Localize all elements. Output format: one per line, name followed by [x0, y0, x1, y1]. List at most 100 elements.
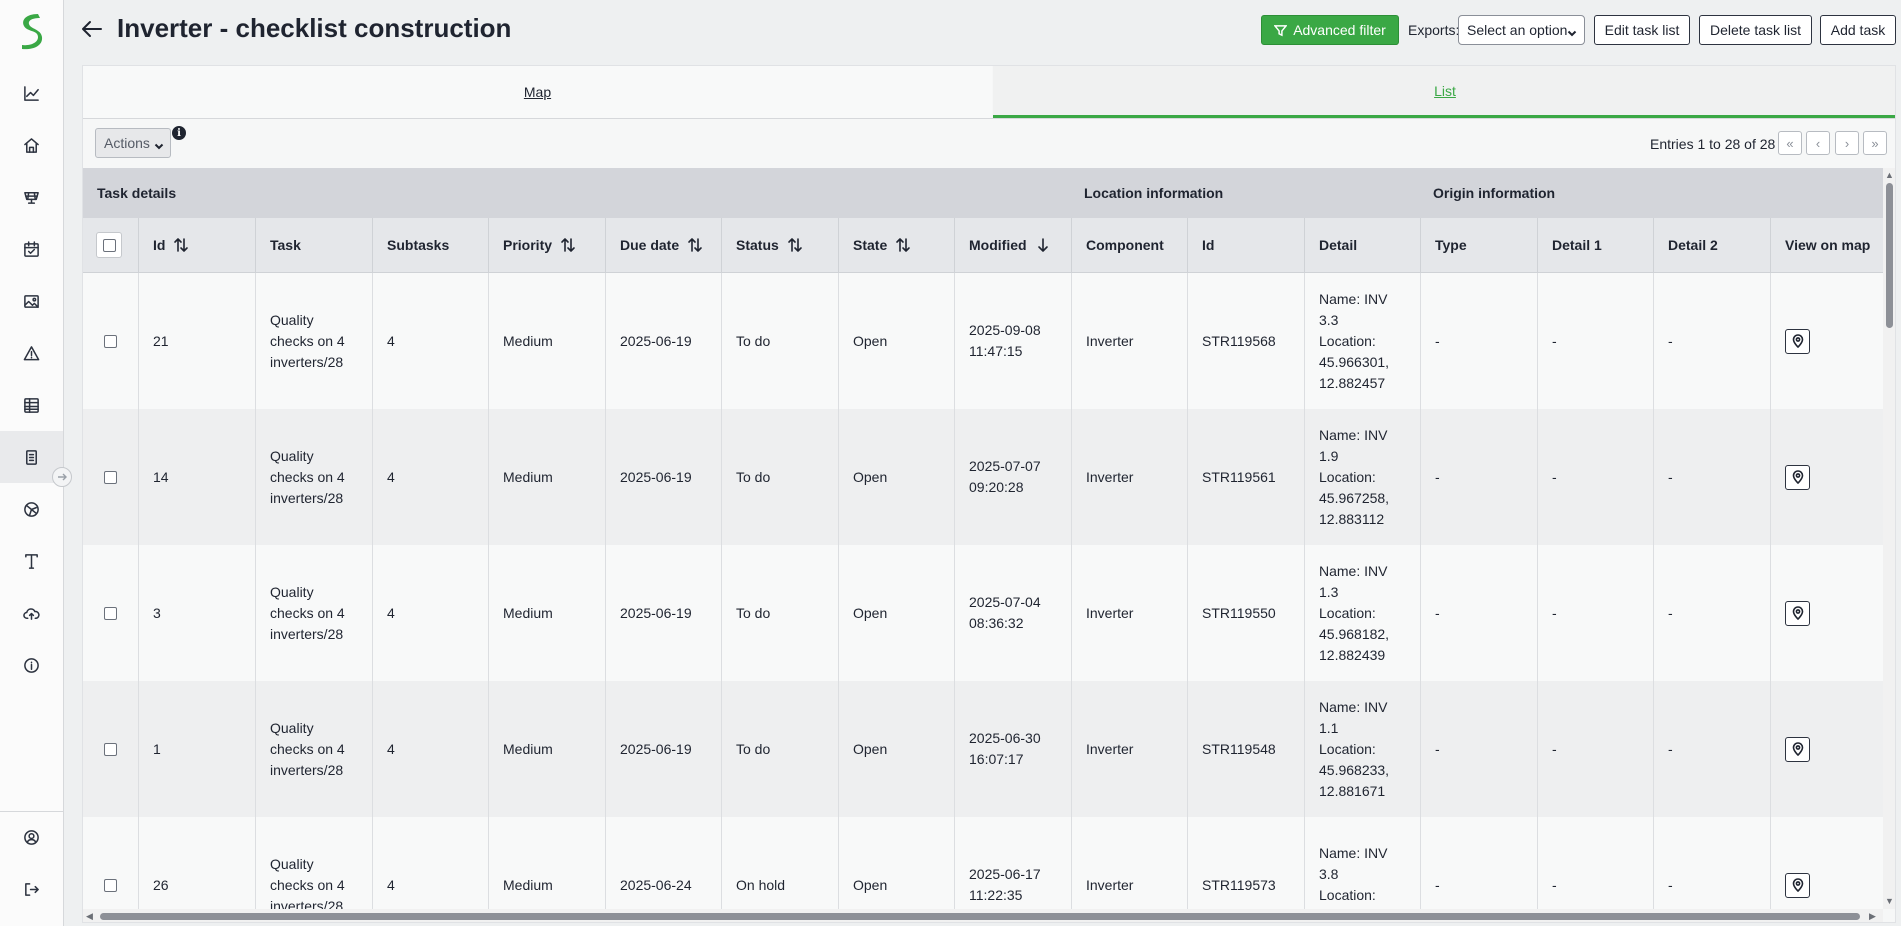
vertical-scroll-thumb[interactable] [1886, 183, 1893, 328]
cell-detail: Name: INV 1.1 Location: 45.968233, 12.88… [1304, 681, 1420, 817]
advanced-filter-button[interactable]: Advanced filter [1261, 15, 1399, 45]
row-checkbox[interactable] [104, 606, 117, 620]
cell-location-id: STR119573 [1187, 817, 1304, 909]
app-logo[interactable] [16, 12, 46, 50]
tab-list[interactable]: List [993, 66, 1895, 118]
actions-select[interactable]: Actions [95, 128, 171, 158]
info-icon [24, 657, 39, 673]
back-button[interactable] [79, 16, 105, 42]
col-detail-2-label: Detail 2 [1668, 237, 1718, 253]
col-due-date[interactable]: Due date [605, 218, 721, 272]
tab-map[interactable]: Map [83, 66, 992, 118]
select-all-checkbox[interactable] [102, 238, 116, 252]
row-select-cell [83, 273, 138, 409]
row-checkbox[interactable] [104, 742, 117, 756]
sort-icon[interactable] [687, 237, 703, 253]
cell-id: 14 [138, 409, 255, 545]
sort-icon[interactable] [787, 237, 803, 253]
row-select-cell [83, 681, 138, 817]
nav-tables[interactable] [0, 379, 63, 431]
pager-last-button[interactable]: » [1863, 131, 1887, 155]
view-on-map-button[interactable] [1785, 328, 1810, 354]
pager-prev-button[interactable]: ‹ [1806, 131, 1830, 155]
actions-info-icon[interactable]: i [172, 126, 186, 140]
cell-detail-1: - [1537, 681, 1653, 817]
scroll-down-arrow[interactable]: ▼ [1885, 896, 1894, 906]
cell-subtasks: 4 [372, 409, 488, 545]
row-checkbox[interactable] [104, 470, 117, 484]
sort-desc-icon[interactable] [1035, 237, 1051, 253]
view-on-map-button[interactable] [1785, 464, 1810, 490]
cell-detail-1: - [1537, 409, 1653, 545]
home-icon [24, 137, 39, 153]
row-checkbox[interactable] [104, 334, 117, 348]
col-status[interactable]: Status [721, 218, 838, 272]
vertical-scrollbar[interactable]: ▲ ▼ [1883, 168, 1895, 909]
nav-images[interactable] [0, 275, 63, 327]
col-location-id: Id [1187, 218, 1304, 272]
col-priority-label: Priority [503, 237, 553, 253]
table-row[interactable]: 26 Quality checks on 4 inverters/28 4 Me… [83, 817, 1883, 909]
table-row[interactable]: 21 Quality checks on 4 inverters/28 4 Me… [83, 273, 1883, 410]
col-due-date-label: Due date [620, 237, 680, 253]
cell-state: Open [838, 409, 954, 545]
col-id-label: Id [153, 237, 166, 253]
nav-analytics[interactable] [0, 67, 63, 119]
table-row[interactable]: 14 Quality checks on 4 inverters/28 4 Me… [83, 409, 1883, 546]
pager-next-button[interactable]: › [1835, 131, 1859, 155]
sort-icon[interactable] [560, 237, 576, 253]
sort-icon[interactable] [173, 237, 189, 253]
cell-type: - [1420, 681, 1537, 817]
col-state[interactable]: State [838, 218, 954, 272]
cell-subtasks: 4 [372, 545, 488, 681]
edit-task-list-button[interactable]: Edit task list [1594, 15, 1690, 45]
pager-first-button[interactable]: « [1778, 131, 1802, 155]
col-component: Component [1071, 218, 1187, 272]
view-on-map-button[interactable] [1785, 872, 1810, 898]
nav-upload[interactable] [0, 587, 63, 639]
scroll-right-arrow[interactable]: ▶ [1869, 911, 1876, 921]
calendar-check-icon [24, 240, 39, 257]
col-id[interactable]: Id [138, 218, 255, 272]
sidebar-collapse-toggle[interactable] [52, 467, 72, 487]
table-row[interactable]: 3 Quality checks on 4 inverters/28 4 Med… [83, 545, 1883, 682]
row-checkbox[interactable] [104, 878, 117, 892]
nav-typography[interactable] [0, 535, 63, 587]
cell-type: - [1420, 817, 1537, 909]
image-icon [24, 294, 39, 308]
view-on-map-button[interactable] [1785, 736, 1810, 762]
sort-icon[interactable] [895, 237, 911, 253]
cell-modified: 2025-09-08 11:47:15 [954, 273, 1071, 409]
nav-profile[interactable] [0, 811, 63, 863]
scroll-left-arrow[interactable]: ◀ [86, 911, 93, 921]
map-pin-icon [1792, 606, 1803, 620]
nav-info[interactable] [0, 639, 63, 691]
cell-modified: 2025-06-30 16:07:17 [954, 681, 1071, 817]
nav-solar[interactable] [0, 171, 63, 223]
exports-select[interactable]: Select an option [1458, 15, 1585, 45]
delete-task-list-button[interactable]: Delete task list [1699, 15, 1812, 45]
map-pin-icon [1792, 470, 1803, 484]
add-task-button[interactable]: Add task [1820, 15, 1896, 45]
filter-icon [1274, 24, 1288, 36]
col-modified[interactable]: Modified [954, 218, 1071, 272]
nav-network[interactable] [0, 483, 63, 535]
view-on-map-button[interactable] [1785, 600, 1810, 626]
cell-id: 26 [138, 817, 255, 909]
nav-calendar[interactable] [0, 223, 63, 275]
col-priority[interactable]: Priority [488, 218, 605, 272]
col-detail-2: Detail 2 [1653, 218, 1770, 272]
page-title: Inverter - checklist construction [117, 13, 512, 43]
horizontal-scrollbar[interactable]: ◀ ▶ [83, 909, 1883, 922]
cell-status: To do [721, 681, 838, 817]
nav-home[interactable] [0, 119, 63, 171]
col-type-label: Type [1435, 237, 1467, 253]
page-header: Inverter - checklist construction Advanc… [63, 0, 1901, 62]
nav-alerts[interactable] [0, 327, 63, 379]
nav-logout[interactable] [0, 863, 63, 915]
col-subtasks-label: Subtasks [387, 237, 450, 253]
horizontal-scroll-thumb[interactable] [100, 913, 1860, 920]
table-row[interactable]: 1 Quality checks on 4 inverters/28 4 Med… [83, 681, 1883, 818]
table-icon [24, 397, 39, 413]
scroll-up-arrow[interactable]: ▲ [1885, 170, 1894, 180]
